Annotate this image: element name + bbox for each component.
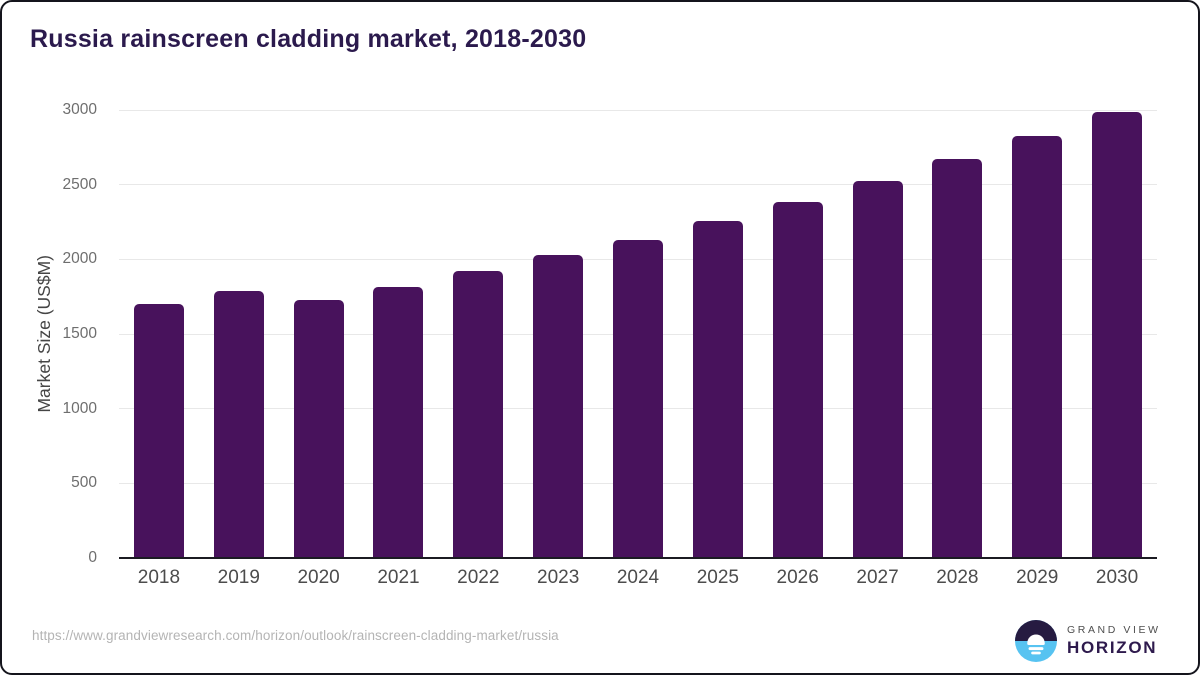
bar-2029[interactable] [1012, 136, 1063, 558]
x-tick-label-2018: 2018 [137, 567, 181, 588]
x-tick-label-2022: 2022 [457, 567, 500, 588]
bar-2022[interactable] [453, 271, 504, 558]
bar-2019[interactable] [213, 290, 264, 558]
y-tick-label-3000: 3000 [62, 101, 97, 118]
bar-slot-2018 [119, 110, 199, 558]
x-tick-label-2020: 2020 [297, 567, 340, 588]
bar-slot-2020 [279, 110, 359, 558]
bar-slot-2026 [758, 110, 838, 558]
y-tick-label-500: 500 [71, 474, 97, 492]
bar-2021[interactable] [373, 286, 424, 558]
logo-text-grand-view: GRAND VIEW [1067, 624, 1161, 636]
gridline-2500 [119, 184, 1157, 186]
y-tick-label-2000: 2000 [62, 250, 97, 268]
bar-2018[interactable] [133, 304, 184, 558]
bar-slot-2028 [917, 110, 997, 558]
x-tick-label-2028: 2028 [936, 567, 979, 588]
x-tick-label-2027: 2027 [856, 567, 899, 588]
bar-slot-2027 [838, 110, 918, 558]
y-tick-label-1000: 1000 [62, 399, 97, 417]
x-tick-label-2023: 2023 [537, 567, 580, 588]
bar-slot-2023 [518, 110, 598, 558]
bar-2030[interactable] [1092, 111, 1143, 558]
bar-slot-2029 [997, 110, 1077, 558]
bar-2027[interactable] [852, 180, 903, 558]
y-tick-label-1500: 1500 [62, 325, 97, 342]
gridline-3000 [119, 109, 1157, 111]
bar-series [119, 110, 1157, 558]
bar-slot-2024 [598, 110, 678, 558]
x-tick-label-2025: 2025 [696, 567, 739, 588]
x-tick-label-2029: 2029 [1016, 567, 1059, 588]
x-tick-label-2030: 2030 [1095, 567, 1139, 588]
y-axis-tick-labels: 0 500 1000 1500 2000 2500 3000 [0, 101, 107, 566]
bar-2024[interactable] [612, 239, 663, 558]
bar-slot-2022 [438, 110, 518, 558]
logo-text: GRAND VIEW HORIZON [1067, 624, 1161, 658]
bar-2025[interactable] [692, 221, 743, 558]
horizon-sunrise-icon [1015, 620, 1057, 662]
x-axis-tick-labels: 2018 2019 2020 2021 2022 2023 2024 2025 2026 2027… [119, 567, 1157, 589]
x-tick-label-2026: 2026 [776, 567, 819, 588]
x-tick-label-2019: 2019 [217, 567, 260, 588]
bar-2023[interactable] [533, 254, 584, 558]
bar-slot-2019 [199, 110, 279, 558]
bar-2026[interactable] [772, 201, 823, 558]
chart-title: Russia rainscreen cladding market, 2018-… [30, 25, 587, 53]
bar-slot-2021 [359, 110, 439, 558]
bar-2028[interactable] [932, 159, 983, 558]
source-url: https://www.grandviewresearch.com/horizo… [32, 628, 559, 643]
plot-area [119, 109, 1157, 559]
bar-2020[interactable] [293, 300, 344, 558]
y-tick-label-0: 0 [88, 549, 97, 566]
grandview-horizon-logo[interactable]: GRAND VIEW HORIZON [1015, 620, 1161, 662]
x-tick-label-2024: 2024 [616, 567, 660, 588]
x-tick-label-2021: 2021 [377, 567, 420, 588]
logo-text-horizon: HORIZON [1067, 638, 1158, 657]
bar-slot-2025 [678, 110, 758, 558]
bar-slot-2030 [1077, 110, 1157, 558]
y-tick-label-2500: 2500 [62, 175, 97, 193]
x-axis-line [119, 557, 1157, 559]
